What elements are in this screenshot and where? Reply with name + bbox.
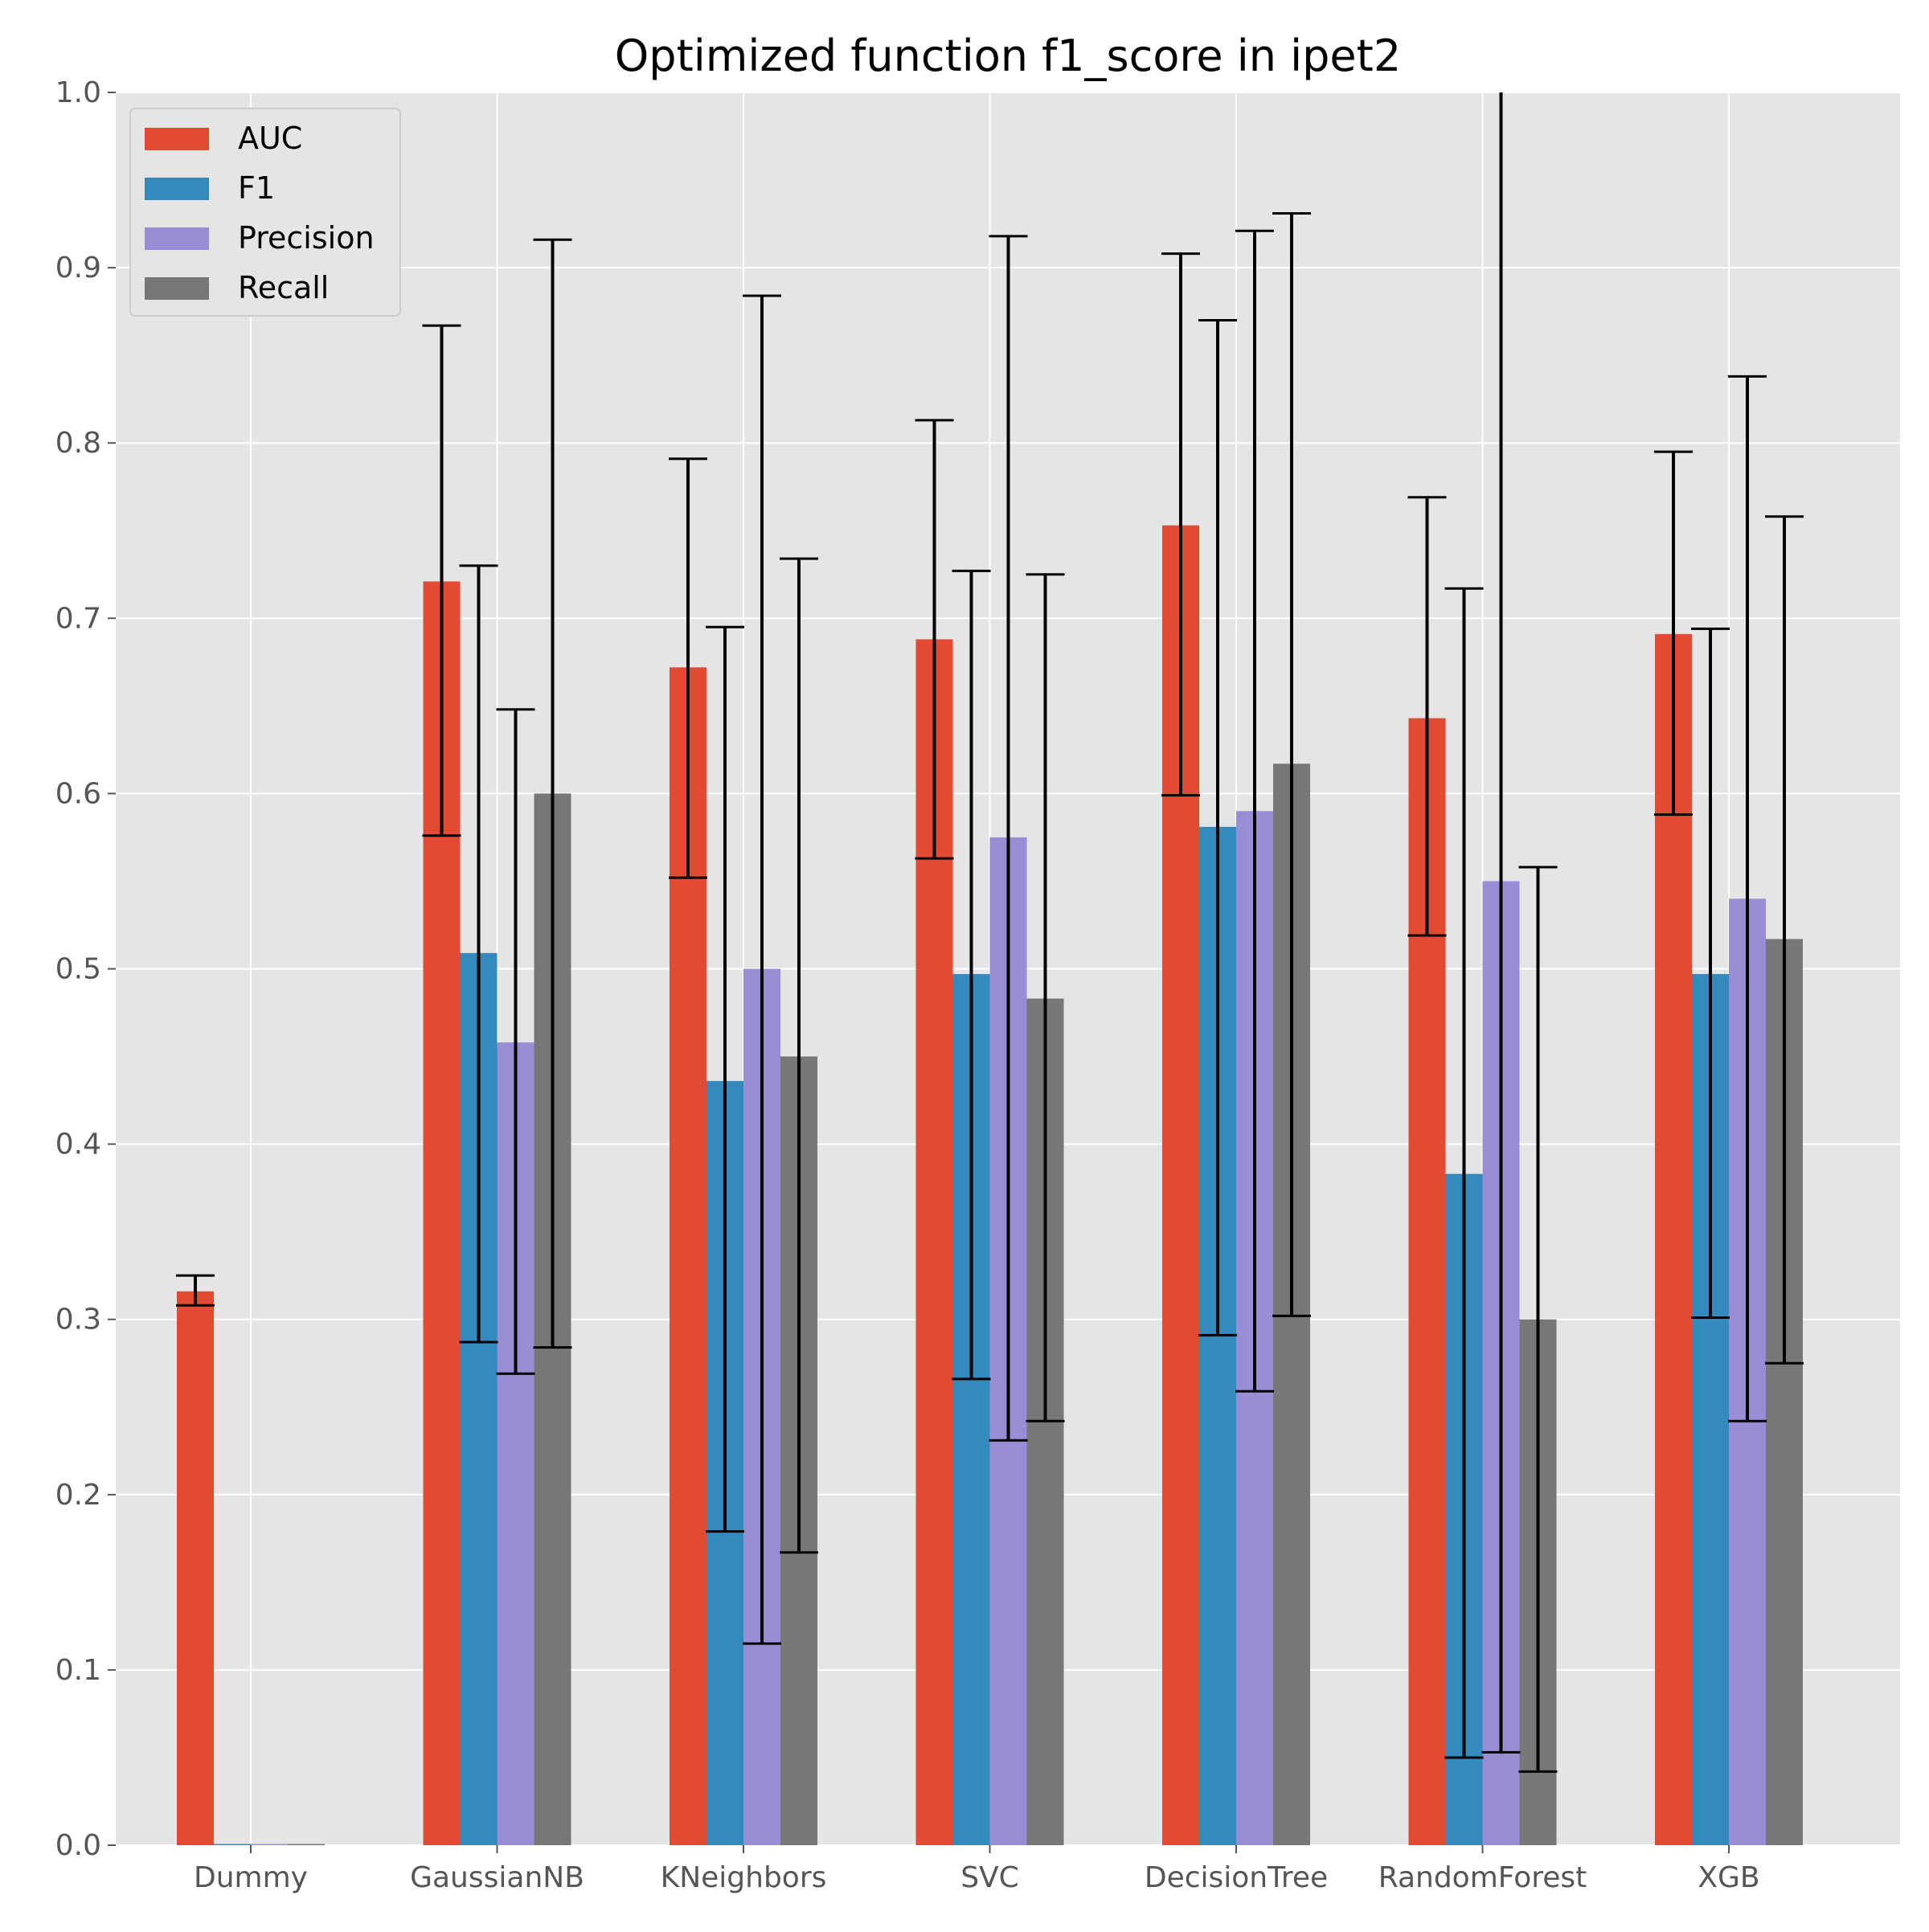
legend-box [129, 108, 401, 317]
y-tick-label: 0.3 [55, 1304, 101, 1336]
y-axis: 0.0 0.1 0.2 0.3 0.4 0.5 0.6 0.7 0.8 0.9 1.0 [55, 76, 116, 1862]
x-axis: Dummy GaussianNB KNeighbors SVC DecisionTree… [194, 1845, 1760, 1894]
legend-label-auc: AUC [238, 121, 302, 156]
legend: AUC F1 Precision Recall [129, 108, 401, 317]
error-bars [176, 92, 1804, 1773]
legend-label-recall: Recall [238, 270, 329, 305]
bar-precision [251, 1844, 288, 1845]
y-tick-label: 0.0 [55, 1829, 101, 1862]
x-tick-label: SVC [960, 1861, 1019, 1894]
y-tick-label: 0.7 [55, 602, 101, 635]
x-tick-label: KNeighbors [661, 1861, 827, 1894]
x-tick-label: DecisionTree [1145, 1861, 1328, 1894]
bar-auc [177, 1291, 214, 1845]
legend-swatch-precision [145, 227, 209, 250]
y-tick-label: 0.5 [55, 953, 101, 986]
legend-swatch-auc [145, 128, 209, 150]
legend-swatch-recall [145, 277, 209, 300]
y-tick-label: 0.4 [55, 1128, 101, 1161]
y-tick-label: 0.8 [55, 427, 101, 460]
y-tick-label: 0.9 [55, 252, 101, 284]
bar-auc [1655, 633, 1692, 1846]
legend-swatch-f1 [145, 178, 209, 200]
x-tick-label: GaussianNB [410, 1861, 584, 1894]
bar-recall [288, 1844, 325, 1845]
y-tick-label: 0.6 [55, 777, 101, 810]
legend-label-precision: Precision [238, 220, 375, 256]
x-tick-label: Dummy [194, 1861, 308, 1894]
x-tick-label: RandomForest [1378, 1861, 1587, 1894]
y-tick-label: 0.2 [55, 1479, 101, 1512]
y-tick-label: 0.1 [55, 1654, 101, 1687]
legend-label-f1: F1 [238, 170, 275, 206]
bar-f1 [214, 1844, 251, 1845]
chart-title: Optimized function f1_score in ipet2 [615, 31, 1401, 81]
x-tick-label: XGB [1698, 1861, 1759, 1894]
y-tick-label: 1.0 [55, 76, 101, 109]
